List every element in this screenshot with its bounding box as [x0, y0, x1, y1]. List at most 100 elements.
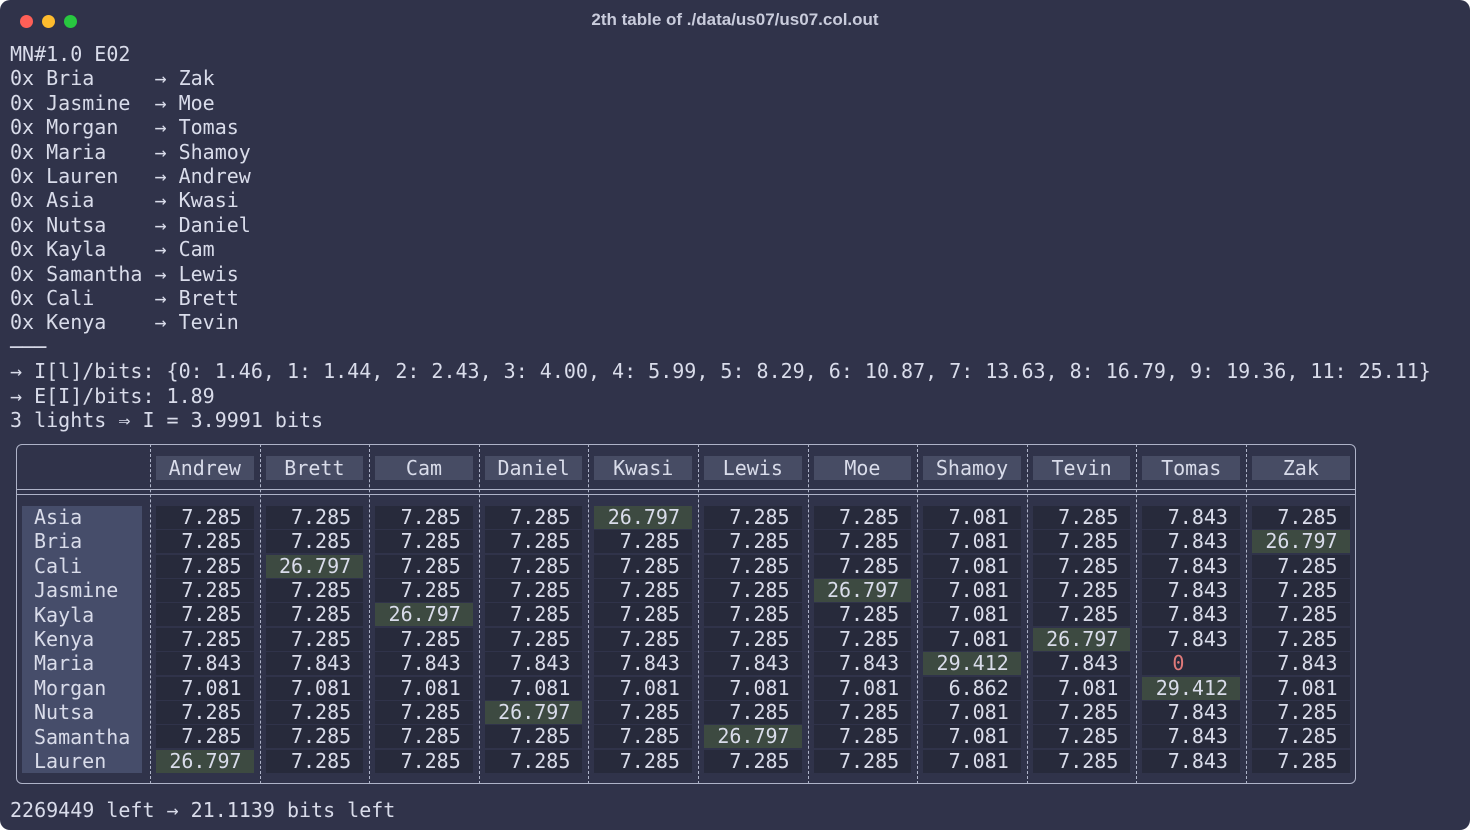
minimize-button[interactable]: [42, 15, 55, 28]
terminal-line: 0x Bria → Zak: [10, 66, 215, 91]
table-cell: 7.285: [1252, 578, 1350, 602]
column-divider: [588, 444, 590, 784]
column-divider: [259, 444, 261, 784]
table-cell: 7.843: [1032, 652, 1131, 676]
terminal-line: 0x Morgan → Tomas: [10, 115, 239, 140]
column-divider: [698, 444, 699, 784]
column-header: Daniel: [484, 456, 583, 480]
table-cell: 7.285: [156, 700, 254, 724]
terminal-line: → E[I]/bits: 1.89: [10, 383, 215, 408]
terminal-line: → I[l]/bits: {0: 1.46, 1: 1.44, 2: 2.43,…: [10, 359, 1431, 384]
row-name-panel: [22, 506, 142, 773]
table-cell: 7.285: [704, 554, 802, 578]
table-cell: 7.285: [594, 603, 692, 627]
table-cell: 7.285: [156, 530, 254, 554]
table-cell: 7.285: [594, 578, 692, 602]
terminal-line: 3 lights ⇒ I = 3.9991 bits: [10, 408, 324, 432]
table-cell: 26.797: [594, 505, 692, 529]
column-header: Tevin: [1032, 456, 1131, 480]
table-cell: 7.285: [813, 627, 912, 651]
table-cell: 7.285: [594, 725, 692, 749]
table-cell: 0: [1142, 652, 1240, 676]
close-button[interactable]: [20, 15, 33, 28]
table-cell: 7.843: [594, 652, 692, 676]
table-cell: 7.081: [704, 676, 802, 700]
table-cell: 7.285: [484, 554, 583, 578]
table-cell: 7.285: [265, 505, 364, 529]
table-cell: 7.285: [484, 578, 583, 602]
table-cell: 7.285: [704, 530, 802, 554]
terminal-line: MN#1.0 E02: [10, 42, 131, 66]
table-cell: 7.285: [813, 505, 912, 529]
column-header: Zak: [1252, 456, 1350, 480]
table-cell: 7.285: [156, 627, 254, 651]
row-name: Samantha: [34, 724, 131, 749]
window-title: 2th table of ./data/us07/us07.col.out: [591, 10, 879, 29]
row-name: Morgan: [34, 675, 107, 700]
table-cell: 7.285: [265, 603, 364, 627]
table-cell: 7.285: [1032, 725, 1131, 749]
table-cell: 7.285: [156, 554, 254, 578]
table-cell: 7.285: [265, 725, 364, 749]
table-cell: 7.843: [1142, 530, 1240, 554]
row-name: Bria: [34, 529, 83, 554]
table-cell: 7.285: [1252, 554, 1350, 578]
terminal-line: 0x Kenya → Tevin: [10, 310, 239, 335]
table-cell: 7.285: [375, 725, 473, 749]
table-cell: 7.285: [1032, 530, 1131, 554]
table-cell: 7.843: [1142, 749, 1240, 773]
table-frame: [16, 444, 1356, 784]
table-cell: 7.081: [923, 749, 1021, 773]
terminal-line: 0x Jasmine → Moe: [10, 90, 215, 115]
table-cell: 6.862: [923, 676, 1021, 700]
column-header: Moe: [813, 456, 912, 480]
table-cell: 7.285: [1252, 749, 1350, 773]
table-cell: 7.285: [1252, 603, 1350, 627]
row-name: Kayla: [34, 602, 95, 627]
table-cell: 7.285: [484, 505, 583, 529]
table-cell: 26.797: [265, 554, 364, 578]
table-cell: 7.285: [156, 603, 254, 627]
terminal-line: 0x Asia → Kwasi: [10, 188, 239, 213]
column-divider: [369, 444, 371, 784]
table-cell: 7.843: [1142, 603, 1240, 627]
table-cell: 26.797: [375, 603, 473, 627]
table-cell: 7.285: [1032, 749, 1131, 773]
column-header: Shamoy: [923, 456, 1021, 480]
table-cell: 26.797: [1252, 530, 1350, 554]
table-cell: 29.412: [923, 652, 1021, 676]
table-cell: 7.285: [813, 554, 912, 578]
table-cell: 7.285: [156, 505, 254, 529]
row-name: Jasmine: [34, 578, 119, 603]
table-cell: 7.285: [484, 603, 583, 627]
maximize-button[interactable]: [64, 15, 77, 28]
title-bar: 2th table of ./data/us07/us07.col.out: [0, 0, 1470, 40]
table-cell: 7.081: [923, 603, 1021, 627]
table-cell: 7.285: [594, 554, 692, 578]
row-name: Kenya: [34, 627, 95, 651]
terminal-line: ───: [10, 334, 47, 359]
table-cell: 7.285: [704, 603, 802, 627]
table-cell: 7.285: [704, 505, 802, 529]
table-cell: 7.081: [813, 676, 912, 700]
row-name: Cali: [34, 553, 83, 578]
column-header: Cam: [375, 456, 473, 480]
table-cell: 7.843: [1142, 578, 1240, 602]
terminal-line: 0x Lauren → Andrew: [10, 164, 251, 188]
table-cell: 26.797: [813, 578, 912, 602]
table-cell: 7.285: [1252, 700, 1350, 724]
table-cell: 7.843: [1142, 627, 1240, 651]
terminal-line: 0x Maria → Shamoy: [10, 139, 251, 164]
table-cell: 7.285: [1032, 578, 1131, 602]
row-name: Maria: [34, 651, 95, 676]
table-cell: 7.285: [484, 530, 583, 554]
column-divider: [478, 444, 480, 784]
column-header: Tomas: [1142, 456, 1240, 480]
table-cell: 7.843: [1142, 700, 1240, 724]
table-cell: 26.797: [484, 700, 583, 724]
table-cell: 7.285: [375, 627, 473, 651]
table-cell: 7.285: [375, 578, 473, 602]
table-cell: 7.285: [594, 700, 692, 724]
table-cell: 7.285: [156, 578, 254, 602]
column-header: Lewis: [704, 456, 802, 480]
